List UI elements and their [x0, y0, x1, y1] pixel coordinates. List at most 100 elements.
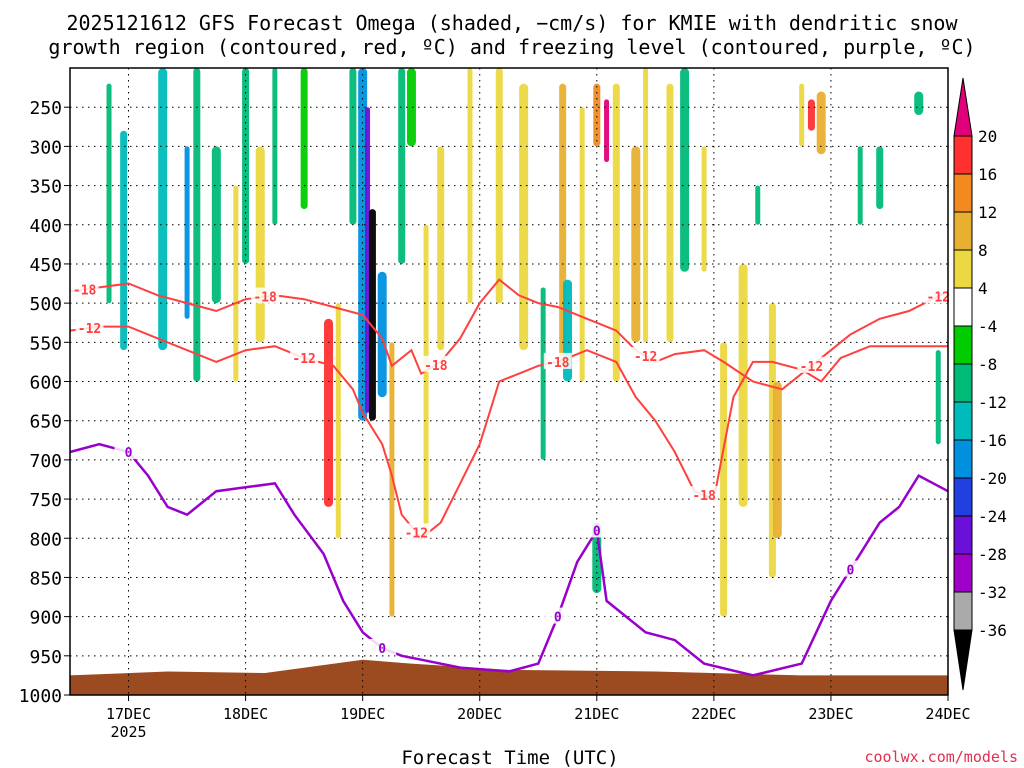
colorbar-swatch [953, 477, 973, 517]
omega-cell [450, 68, 460, 210]
omega-cell [755, 185, 761, 225]
x-tick-year: 2025 [110, 723, 146, 741]
omega-cell [398, 68, 406, 264]
omega-cell [579, 107, 585, 382]
omega-cell [255, 146, 265, 343]
omega-cell [377, 271, 387, 398]
freezing-contour-label: 0 [554, 611, 562, 626]
y-tick-label: 600 [29, 373, 62, 394]
omega-cell [358, 68, 368, 421]
snow-contour-label-bg [797, 356, 826, 373]
omega-cell [106, 83, 112, 304]
snow-contour-label-bg [543, 352, 572, 369]
x-tick-label: 22DEC [691, 705, 736, 723]
snow-contour-label: -12 [405, 526, 428, 541]
x-tick-label: 20DEC [457, 705, 502, 723]
snow-contour-label-bg [421, 355, 450, 372]
omega-cell [914, 91, 924, 116]
snow-contour-label-bg [690, 486, 719, 503]
chart-title-line1: 2025121612 GFS Forecast Omega (shaded, −… [66, 11, 958, 35]
y-tick-label: 450 [29, 255, 62, 276]
omega-cell [211, 146, 221, 304]
omega-cell [857, 146, 863, 225]
colorbar-label: -24 [978, 507, 1007, 526]
colorbar-label: -8 [978, 355, 997, 374]
omega-cell [437, 146, 445, 351]
omega-cell [540, 287, 546, 460]
colorbar-label: 16 [978, 165, 997, 184]
colorbar-swatch [953, 287, 973, 327]
colorbar-label: -36 [978, 621, 1007, 640]
colorbar-swatch [953, 325, 973, 365]
colorbar-swatch [953, 135, 973, 175]
colorbar-label: -16 [978, 431, 1007, 450]
snow-contour-label: -12 [634, 350, 657, 365]
omega-cell [720, 342, 728, 617]
omega-cell [233, 185, 239, 382]
omega-cell [612, 83, 620, 382]
colorbar-swatch [953, 363, 973, 403]
grid [70, 68, 948, 696]
credit-text: coolwx.com/models [864, 748, 1018, 766]
y-tick-label: 550 [29, 333, 62, 354]
omega-cell [300, 68, 308, 210]
snow-contour-label-bg [924, 287, 953, 304]
colorbar-swatch [953, 591, 973, 631]
colorbar-label: 8 [978, 241, 988, 260]
contour-snow-minus12 [69, 325, 948, 540]
omega-cell [365, 107, 371, 413]
omega-cell [643, 68, 649, 343]
freezing-contour-label-bg [114, 443, 143, 460]
y-tick-label: 850 [29, 568, 62, 589]
omega-cell [593, 83, 601, 147]
colorbar-label: -4 [978, 317, 997, 336]
omega-cell [772, 381, 782, 539]
snow-contour-label: -12 [292, 352, 315, 367]
snow-contour-label: -18 [253, 291, 277, 306]
x-tick-label: 21DEC [574, 705, 619, 723]
colorbar-swatch [953, 211, 973, 251]
omega-cell [158, 68, 168, 351]
snow-contour-label-bg [251, 287, 280, 304]
y-tick-label: 800 [29, 529, 62, 550]
snow-contour-label: -12 [800, 360, 823, 375]
y-tick-label: 1000 [19, 686, 62, 707]
colorbar-label: -12 [978, 393, 1007, 412]
omega-cell [495, 68, 503, 304]
omega-cell [604, 99, 610, 163]
omega-cell [935, 350, 941, 445]
omega-cell [519, 83, 529, 351]
colorbar-swatch [953, 77, 973, 137]
omega-cell [120, 130, 128, 351]
omega-cell [631, 146, 641, 343]
snow-contour-label-bg [631, 347, 660, 364]
contour-snow-minus18 [69, 278, 949, 391]
contour-labels: -18 -18 -18 -12 -12 -12 -12 -12 -12 -18 -18 0 0 0 0 0 [70, 280, 953, 657]
omega-cell [816, 91, 826, 155]
snow-contour-label-bg [402, 523, 431, 540]
colorbar-swatch [953, 249, 973, 289]
freezing-contour-label-bg [368, 638, 397, 655]
freezing-contour-label-bg [543, 607, 572, 624]
snow-contour-label-bg [75, 318, 104, 335]
snow-contour-label: -18 [73, 283, 97, 298]
y-tick-label: 950 [29, 647, 62, 668]
colorbar-swatch [953, 629, 973, 691]
colorbar-label: 4 [978, 279, 988, 298]
y-tick-label: 750 [29, 490, 62, 511]
snow-contour-label: -12 [78, 322, 101, 337]
omega-cell [701, 146, 707, 272]
omega-cell [184, 146, 190, 319]
freezing-contour-label: 0 [378, 642, 386, 657]
colorbar-label: -32 [978, 583, 1007, 602]
omega-cell [335, 303, 341, 539]
omega-cell [242, 68, 250, 264]
colorbar-swatch [953, 439, 973, 479]
omega-cell [666, 83, 674, 343]
x-tick-label: 23DEC [808, 705, 853, 723]
y-tick-label: 700 [29, 451, 62, 472]
omega-cell [876, 146, 884, 210]
snow-contour-label: -18 [424, 359, 448, 374]
y-axis-ticks: 250 300 350 400 450 500 550 600 650 700 750 800 850 9… [19, 98, 70, 707]
